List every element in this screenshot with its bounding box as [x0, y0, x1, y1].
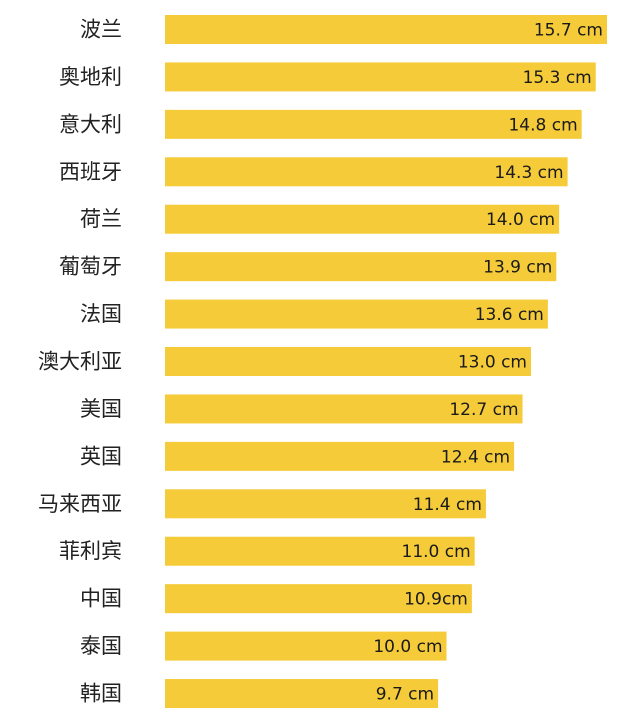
value-label-3: 14.3 cm: [494, 163, 563, 183]
value-label-6: 13.6 cm: [475, 305, 544, 325]
value-label-2: 14.8 cm: [508, 115, 577, 135]
bar-6: [165, 299, 548, 329]
bar-13: [165, 631, 447, 661]
value-label-5: 13.9 cm: [483, 258, 552, 278]
category-label-4: 荷兰: [80, 207, 122, 231]
bar-10: [165, 489, 486, 519]
category-label-3: 西班牙: [59, 160, 122, 184]
category-label-12: 中国: [80, 587, 122, 611]
bar-7: [165, 347, 531, 377]
category-label-1: 奥地利: [59, 65, 122, 89]
value-label-7: 13.0 cm: [458, 353, 527, 373]
value-labels-group: 15.7 cm 15.3 cm 14.8 cm 14.3 cm 14.0 cm 13.9 …: [373, 21, 603, 705]
value-label-10: 11.4 cm: [413, 495, 482, 515]
category-label-7: 澳大利亚: [38, 350, 122, 374]
category-label-8: 美国: [80, 397, 122, 421]
bar-4: [165, 204, 560, 234]
category-label-5: 葡萄牙: [59, 255, 122, 279]
value-label-8: 12.7 cm: [449, 400, 518, 420]
value-label-11: 11.0 cm: [402, 542, 471, 562]
category-label-0: 波兰: [80, 18, 122, 42]
category-label-14: 韩国: [80, 682, 122, 706]
bar-12: [165, 584, 472, 614]
value-label-13: 10.0 cm: [373, 637, 442, 657]
category-label-9: 英国: [80, 444, 122, 468]
category-label-11: 菲利宾: [59, 539, 122, 563]
category-label-10: 马来西亚: [38, 492, 122, 516]
value-label-4: 14.0 cm: [486, 210, 555, 230]
category-label-6: 法国: [80, 302, 122, 326]
bar-3: [165, 157, 568, 187]
bar-0: [165, 15, 607, 44]
bars-group: [165, 15, 607, 709]
value-label-14: 9.7 cm: [376, 685, 434, 705]
bar-5: [165, 252, 557, 282]
value-label-12: 10.9cm: [404, 590, 468, 610]
category-label-13: 泰国: [80, 634, 122, 658]
bar-11: [165, 536, 475, 566]
bar-14: [165, 679, 439, 709]
bar-1: [165, 62, 596, 92]
value-label-0: 15.7 cm: [534, 21, 603, 41]
bar-2: [165, 109, 582, 139]
bar-8: [165, 394, 523, 424]
category-label-2: 意大利: [59, 112, 122, 136]
value-label-9: 12.4 cm: [441, 447, 510, 467]
value-label-1: 15.3 cm: [523, 68, 592, 88]
bar-9: [165, 441, 515, 471]
